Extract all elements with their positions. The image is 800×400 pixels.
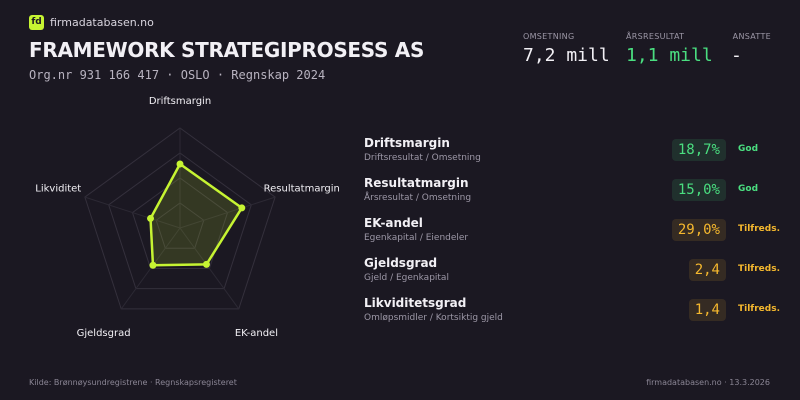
spoke [84, 196, 181, 229]
footer-source: Kilde: Brønnøysundregistrene · Regnskaps… [29, 378, 237, 387]
axis-label: Resultatmargin [264, 183, 340, 194]
metric-formula: Omløpsmidler / Kortsiktig gjeld [364, 313, 503, 323]
grid-ring [84, 127, 276, 310]
stat: ANSATTE - [731, 32, 771, 66]
metric-status: Tilfreds. [738, 224, 780, 234]
stat-value: - [731, 45, 742, 66]
metric-status: Tilfreds. [738, 264, 780, 274]
metric-name: Resultatmargin [364, 176, 469, 190]
metric-value: 15,0% [671, 179, 726, 201]
metric-formula: Egenkapital / Eiendeler [364, 233, 469, 243]
metric-status: God [738, 144, 759, 154]
stat: OMSETNING 7,2 mill [523, 32, 610, 66]
stat-value: 1,1 mill [626, 45, 713, 66]
metric-formula: Årsresultat / Omsetning [364, 193, 472, 203]
stat-label: ÅRSRESULTAT [626, 32, 685, 41]
radar-point [149, 261, 157, 269]
metric-row: EK-andel Egenkapital / Eiendeler 29,0% Tilf… [364, 216, 784, 252]
spoke [179, 227, 240, 310]
metric-value: 18,7% [671, 139, 726, 161]
radar-point [238, 204, 246, 212]
axis-label: EK-andel [235, 328, 278, 339]
radar-point [202, 260, 210, 268]
company-title: FRAMEWORK STRATEGIPROSESS AS [29, 38, 425, 62]
metric-value: 29,0% [671, 219, 726, 241]
axis-label: Gjeldsgrad [77, 328, 131, 339]
metric-status: Tilfreds. [738, 304, 780, 314]
metric-row: Likviditetsgrad Omløpsmidler / Kortsiktig… [364, 296, 784, 332]
grid-ring [108, 152, 252, 290]
grid-ring [155, 202, 205, 249]
stat-label: OMSETNING [523, 32, 575, 41]
stat-value: 7,2 mill [523, 45, 610, 66]
spoke [179, 196, 276, 229]
logo: fd [29, 15, 44, 30]
footer-site-date: firmadatabasen.no · 13.3.2026 [646, 378, 770, 387]
stat: ÅRSRESULTAT 1,1 mill [626, 32, 713, 66]
metric-row: Gjeldsgrad Gjeld / Egenkapital 2,4 Tilfreds… [364, 256, 784, 292]
axis-label: Likviditet [35, 183, 81, 194]
spoke [120, 227, 181, 310]
grid-ring [131, 177, 229, 269]
radar-point [176, 160, 184, 168]
metric-formula: Driftsresultat / Omsetning [364, 153, 481, 163]
metric-name: Gjeldsgrad [364, 256, 438, 270]
radar-point [147, 214, 155, 222]
metric-name: EK-andel [364, 216, 423, 230]
metric-name: Driftsmargin [364, 136, 450, 150]
metric-name: Likviditetsgrad [364, 296, 467, 310]
radar-area [149, 162, 244, 267]
radar-chart: Driftsmargin Resultatmargin EK-andel Gjelds… [35, 96, 340, 339]
metric-status: God [738, 184, 759, 194]
metric-value: 2,4 [688, 259, 726, 281]
metric-row: Driftsmargin Driftsresultat / Omsetning 18… [364, 136, 784, 172]
metric-row: Resultatmargin Årsresultat / Omsetning 15,… [364, 176, 784, 212]
site-name: firmadatabasen.no [50, 16, 154, 29]
subtitle: Org.nr 931 166 417 · OSLO · Regnskap 202… [29, 68, 326, 82]
metric-formula: Gjeld / Egenkapital [364, 273, 449, 283]
stat-label: ANSATTE [732, 32, 771, 41]
axis-label: Driftsmargin [149, 96, 211, 107]
metric-value: 1,4 [688, 299, 726, 321]
